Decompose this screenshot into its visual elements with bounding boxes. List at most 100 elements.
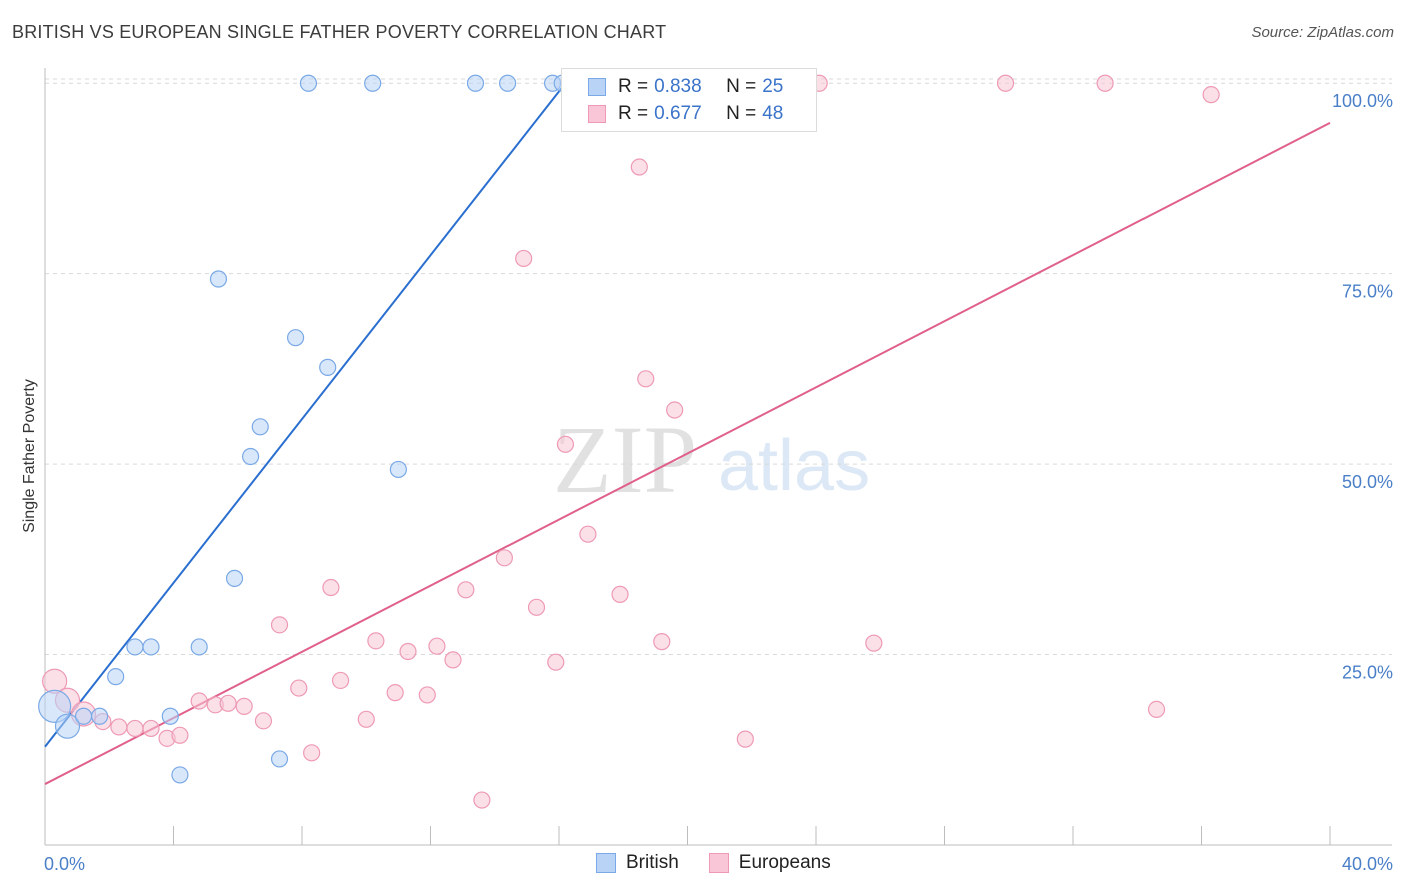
british-point <box>190 638 208 656</box>
british-point <box>91 707 109 725</box>
british-point <box>299 74 318 92</box>
british-trend-line <box>44 82 567 748</box>
europeans-point <box>637 370 655 388</box>
legend-row-europeans: R = 0.677 N = 48 <box>562 101 783 127</box>
british-point <box>126 638 144 656</box>
watermark: ZIP atlas <box>553 406 870 513</box>
british-point <box>171 766 189 784</box>
x-tick-label: 40.0% <box>1342 854 1393 874</box>
watermark-zip: ZIP <box>553 406 697 513</box>
europeans-point <box>1147 700 1166 719</box>
europeans-swatch <box>588 105 606 123</box>
europeans-point <box>1096 74 1114 92</box>
europeans-point <box>110 718 128 736</box>
british-point <box>466 74 485 92</box>
british-n-label: N = <box>726 76 757 97</box>
europeans-r-value: 0.677 <box>654 103 702 124</box>
bottom-british-label: British <box>626 852 679 873</box>
europeans-point <box>473 791 491 809</box>
europeans-point <box>190 692 208 710</box>
y-tick-label: 100.0% <box>1332 91 1393 111</box>
europeans-point <box>527 598 546 616</box>
british-point <box>389 460 407 479</box>
british-point <box>74 707 93 725</box>
europeans-point <box>515 249 533 268</box>
bottom-europeans-label: Europeans <box>738 852 831 873</box>
british-point <box>499 74 517 92</box>
bottom-british-swatch <box>596 853 616 873</box>
europeans-trend-line <box>44 121 1331 785</box>
bottom-legend: British Europeans <box>596 852 861 874</box>
bottom-legend-europeans: Europeans <box>708 852 831 874</box>
europeans-point <box>367 632 385 650</box>
british-point <box>161 707 179 725</box>
europeans-point <box>142 719 160 738</box>
europeans-r-label: R = <box>618 103 649 124</box>
europeans-point <box>630 158 648 176</box>
europeans-point <box>865 634 883 652</box>
europeans-point <box>996 74 1015 92</box>
british-point <box>270 750 289 768</box>
europeans-point <box>171 726 189 744</box>
europeans-point <box>322 578 340 597</box>
europeans-point <box>254 712 273 730</box>
british-point <box>286 329 305 347</box>
europeans-point <box>399 642 417 661</box>
british-point <box>242 447 260 466</box>
europeans-point <box>219 694 237 712</box>
british-point <box>107 668 125 686</box>
europeans-point <box>495 549 513 567</box>
british-point <box>54 713 81 739</box>
europeans-point <box>457 581 475 599</box>
british-swatch <box>588 78 606 96</box>
europeans-point <box>547 653 565 671</box>
grid <box>45 78 1392 656</box>
british-point <box>209 270 228 288</box>
y-axis-title: Single Father Poverty <box>21 379 38 533</box>
europeans-point <box>444 651 462 669</box>
europeans-point <box>579 525 597 543</box>
british-point <box>251 418 269 436</box>
europeans-point <box>653 633 671 651</box>
europeans-point <box>556 435 575 453</box>
british-point <box>142 638 160 656</box>
europeans-point <box>126 719 144 738</box>
bottom-legend-british: British <box>596 852 679 874</box>
europeans-point <box>303 744 321 762</box>
data-points <box>38 74 1220 809</box>
europeans-n-value: 48 <box>762 103 784 124</box>
europeans-n-label: N = <box>726 103 757 124</box>
y-tick-label: 75.0% <box>1342 282 1393 302</box>
europeans-point <box>1202 86 1220 104</box>
europeans-point <box>331 671 350 690</box>
y-tick-label: 50.0% <box>1342 472 1393 492</box>
europeans-point <box>386 684 404 702</box>
legend: R = 0.838 N = 25 R = 0.677 N = 48 <box>561 68 817 132</box>
british-r-label: R = <box>618 76 649 97</box>
british-point <box>319 358 337 376</box>
europeans-point <box>235 697 253 715</box>
europeans-point <box>357 710 375 728</box>
europeans-point <box>611 585 629 603</box>
europeans-point <box>270 616 289 634</box>
british-n-value: 25 <box>762 76 784 97</box>
ticks: 25.0% 50.0% 75.0% 100.0% 0.0% 40.0% <box>44 91 1393 874</box>
watermark-atlas: atlas <box>718 426 870 506</box>
europeans-point <box>290 679 308 697</box>
british-point <box>38 689 72 723</box>
europeans-point <box>666 401 684 419</box>
legend-row-british: R = 0.838 N = 25 <box>562 74 783 100</box>
europeans-point <box>418 686 436 704</box>
europeans-point <box>736 730 754 748</box>
british-r-value: 0.838 <box>654 76 702 97</box>
source-credit: Source: ZipAtlas.com <box>1251 24 1394 41</box>
y-tick-label: 25.0% <box>1342 663 1393 683</box>
bottom-europeans-swatch <box>708 853 729 873</box>
chart-title: BRITISH VS EUROPEAN SINGLE FATHER POVERT… <box>12 22 667 42</box>
trend-lines <box>44 82 1331 785</box>
x-tick-label: 0.0% <box>44 854 85 874</box>
british-point <box>364 74 382 92</box>
europeans-point <box>428 637 446 655</box>
british-point <box>225 569 244 587</box>
